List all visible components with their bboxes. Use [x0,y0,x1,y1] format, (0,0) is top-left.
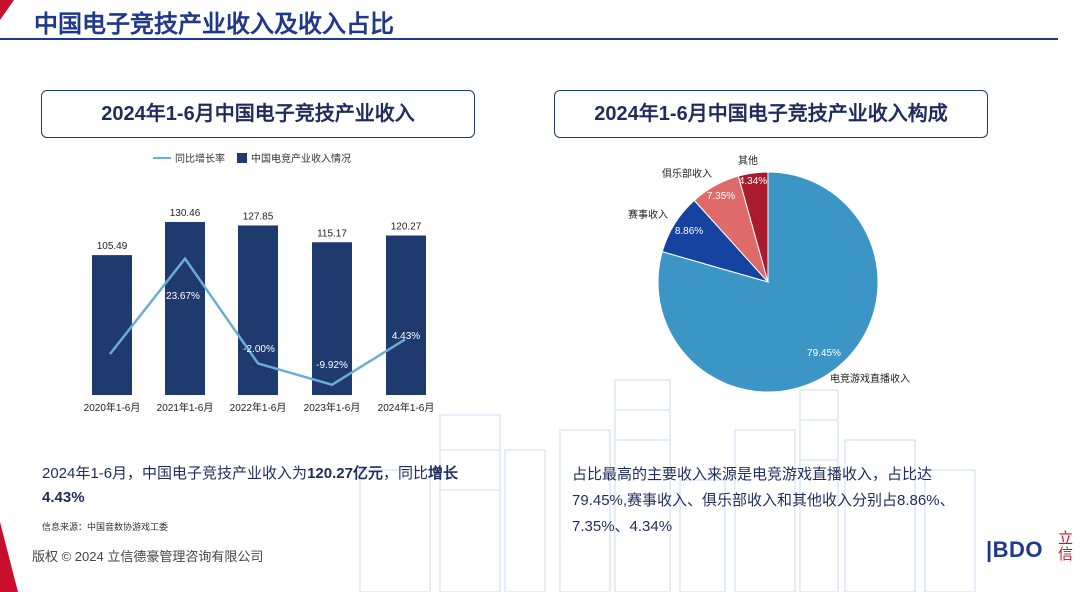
legend-item-revenue: 中国电竞产业收入情况 [237,150,351,165]
caption-amount: 120.27亿元 [307,465,383,482]
bar-value-label: 127.85 [243,211,274,222]
pie-value-label: 8.86% [675,226,703,237]
bar-value-label: 105.49 [97,241,128,252]
growth-rate-label: -9.92% [316,360,348,371]
growth-rate-line [109,256,406,387]
bar-value-label: 115.17 [317,228,347,239]
x-tick-label: 2021年1-6月 [157,401,214,414]
bar-chart-title: 2024年1-6月中国电子竞技产业收入 [41,90,475,138]
data-source: 信息来源：中国音数协游戏工委 [42,522,169,532]
x-tick-label: 2023年1-6月 [304,401,361,414]
growth-rate-label: 4.43% [392,331,420,342]
pie-value-label: 4.34% [739,176,767,187]
pie-category-label: 俱乐部收入 [662,167,712,180]
caption-middle: ，同比 [382,465,428,482]
bar-value-label: 130.46 [170,208,201,219]
caption-prefix: 2024年1-6月，中国电子竞技产业收入为 [42,465,308,482]
lixin-logo-mark: 立信 [1058,530,1074,562]
pie-caption-line2: 79.45%,赛事收入、俱乐部收入和其他收入分别占8.86%、 [572,492,955,509]
pie-chart-caption: 占比最高的主要收入来源是电竞游戏直播收入，占比达 79.45%,赛事收入、俱乐部… [572,462,1012,540]
revenue-bar [165,222,205,395]
legend-item-growth: 同比增长率 [153,150,225,165]
revenue-bar [386,235,426,395]
legend-line-swatch [153,156,171,159]
pie-category-label: 赛事收入 [628,208,668,221]
bar-value-label: 120.27 [391,222,422,233]
pie-category-label: 电竞游戏直播收入 [830,372,910,385]
pie-category-label: 其他 [738,154,758,167]
legend-label-revenue: 中国电竞产业收入情况 [251,154,351,165]
title-divider [0,38,1058,40]
pie-slice [737,171,769,283]
copyright: 版权 © 2024 立信德豪管理咨询有限公司 [32,549,264,564]
growth-rate-label: 23.67% [166,291,200,302]
pie-caption-line3: 7.35%、4.34% [572,518,673,535]
legend-bar-swatch [237,152,247,163]
pie-caption-line1: 占比最高的主要收入来源是电竞游戏直播收入，占比达 [572,466,933,483]
pie-value-label: 79.45% [807,348,841,359]
bar-chart-legend: 同比增长率 中国电竞产业收入情况 [153,150,351,165]
x-tick-label: 2024年1-6月 [378,401,435,414]
growth-rate-label: -2.00% [243,344,275,355]
lixin-mark-text: 立信 [1058,529,1074,563]
bdo-logo-text: BDO [992,537,1044,562]
pie-value-label: 7.35% [707,191,735,202]
x-tick-label: 2020年1-6月 [84,401,141,414]
x-tick-label: 2022年1-6月 [230,401,287,414]
page-title: 中国电子竞技产业收入及收入占比 [34,11,394,38]
caption-growth-word: 增长 [427,465,458,482]
bdo-logo: |BDO [986,537,1044,562]
bar-chart-caption: 2024年1-6月，中国电子竞技产业收入为120.27亿元，同比增长 4.43% [42,462,522,510]
pie-chart-title: 2024年1-6月中国电子竞技产业收入构成 [554,90,988,138]
revenue-bar [92,255,132,395]
legend-label-growth: 同比增长率 [175,154,225,165]
caption-growth-value: 4.43% [42,489,85,506]
revenue-bar [312,242,352,395]
